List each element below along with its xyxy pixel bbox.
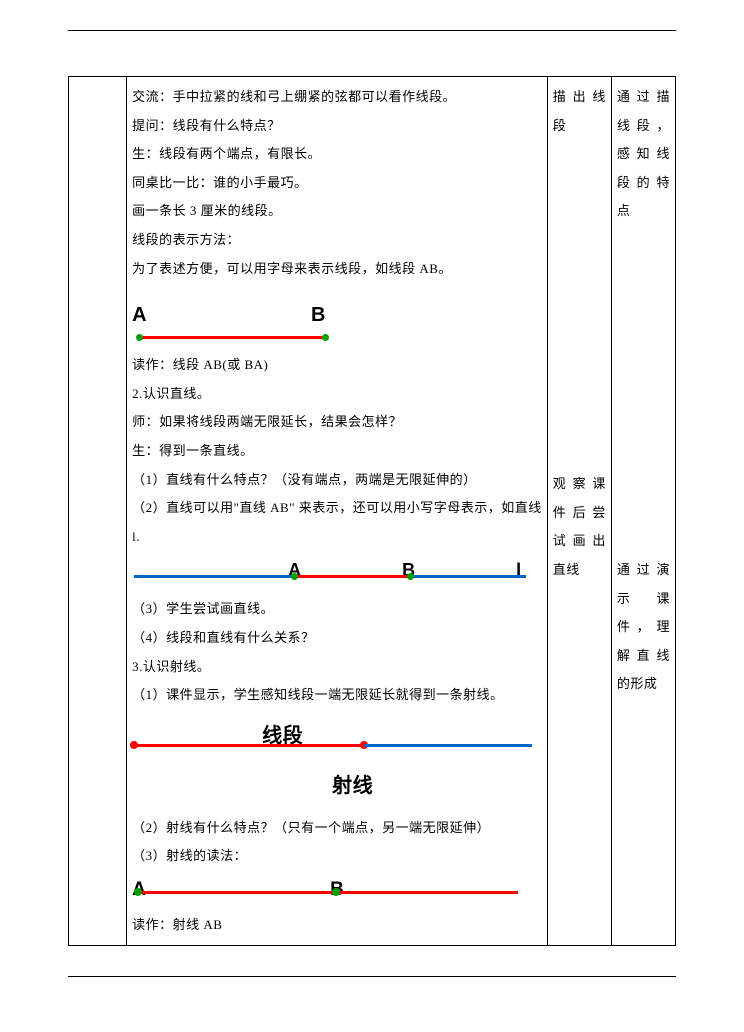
endpoint-b-icon — [332, 888, 340, 896]
text-line: 生：得到一条直线。 — [132, 437, 542, 466]
line-red-mid — [294, 575, 410, 578]
text-line: （1）直线有什么特点？（没有端点，两端是无限延伸的） — [132, 466, 542, 495]
header-rule — [68, 30, 676, 31]
label-ray: 射线 — [332, 764, 373, 808]
line-blue-left — [134, 575, 294, 578]
text-line: 线段的表示方法： — [132, 226, 542, 255]
ray-blue-line — [364, 744, 532, 747]
label-segment: 线段 — [262, 714, 303, 758]
text-line: （4）线段和直线有什么关系？ — [132, 624, 542, 653]
text-line: 读作：射线 AB — [132, 911, 542, 940]
endpoint-b-icon — [322, 334, 329, 341]
label-a: A — [288, 551, 302, 591]
text-line: （3）学生尝试画直线。 — [132, 595, 542, 624]
cell-col1 — [69, 77, 127, 946]
text-line: （3）射线的读法： — [132, 842, 542, 871]
footer-rule — [68, 976, 676, 977]
text-line: 读作：线段 AB(或 BA) — [132, 351, 542, 380]
cell-col2-content: 交流：手中拉紧的线和弓上绷紧的弦都可以看作线段。 提问：线段有什么特点？ 生：线… — [127, 77, 548, 946]
segment-line — [140, 336, 324, 339]
text-line: 画一条长 3 厘米的线段。 — [132, 197, 542, 226]
document-page: 交流：手中拉紧的线和弓上绷紧的弦都可以看作线段。 提问：线段有什么特点？ 生：线… — [0, 0, 744, 1007]
figure-ray-ab: A B — [132, 873, 542, 901]
table-row: 交流：手中拉紧的线和弓上绷紧的弦都可以看作线段。 提问：线段有什么特点？ 生：线… — [69, 77, 676, 946]
line-blue-right — [410, 575, 526, 578]
text-line: 师：如果将线段两端无限延长，结果会怎样？ — [132, 408, 542, 437]
col3-text1: 描出线段 — [553, 83, 606, 140]
ray-line — [138, 891, 518, 894]
endpoint-a-icon — [134, 888, 142, 896]
label-b: B — [311, 293, 326, 337]
text-line: 2.认识直线。 — [132, 380, 542, 409]
ray-red-line — [132, 744, 364, 747]
text-line: 同桌比一比：谁的小手最巧。 — [132, 169, 542, 198]
col3-text2: 观察课件后尝试画出直线 — [553, 470, 606, 584]
label-l: l — [516, 551, 522, 591]
text-line: 为了表述方便，可以用字母来表示线段，如线段 AB。 — [132, 255, 542, 284]
figure-segment-ab: A B — [132, 293, 542, 341]
text-line: （1）课件显示，学生感知线段一端无限延长就得到一条射线。 — [132, 681, 542, 710]
label-b: B — [402, 551, 416, 591]
figure-ray: 线段 射线 — [132, 714, 542, 804]
text-line: （2）射线有什么特点？（只有一个端点，另一端无限延伸） — [132, 814, 542, 843]
text-line: （2）直线可以用"直线 AB" 来表示，还可以用小写字母表示，如直线 l. — [132, 494, 542, 551]
col4-text1: 通过描线段，感知线段的特点 — [617, 83, 670, 226]
text-line: 3.认识射线。 — [132, 653, 542, 682]
label-a: A — [132, 293, 147, 337]
figure-line-ab: A B l — [134, 555, 544, 585]
text-line: 生：线段有两个端点，有限长。 — [132, 140, 542, 169]
col4-text2: 通过演示课件，理解直线的形成 — [617, 556, 670, 699]
text-line: 交流：手中拉紧的线和弓上绷紧的弦都可以看作线段。 — [132, 83, 542, 112]
cell-col4: 通过描线段，感知线段的特点 通过演示课件，理解直线的形成 — [611, 77, 675, 946]
cell-col3: 描出线段 观察课件后尝试画出直线 — [547, 77, 611, 946]
text-line: 提问：线段有什么特点？ — [132, 112, 542, 141]
lesson-table: 交流：手中拉紧的线和弓上绷紧的弦都可以看作线段。 提问：线段有什么特点？ 生：线… — [68, 76, 676, 946]
endpoint-a-icon — [136, 334, 143, 341]
